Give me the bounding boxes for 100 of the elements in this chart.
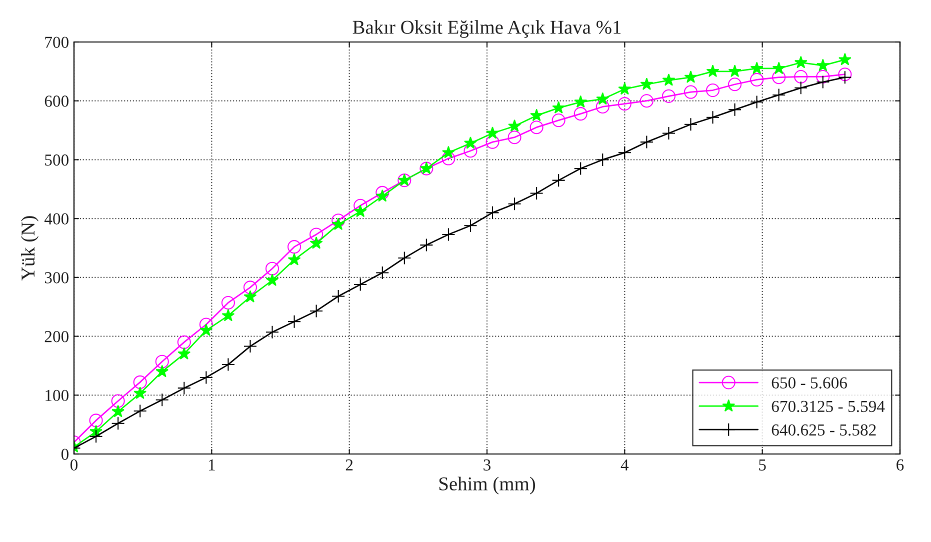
point xyxy=(112,404,125,418)
x-tick-label: 4 xyxy=(620,459,629,470)
point xyxy=(111,416,125,430)
point xyxy=(178,347,191,360)
y-tick-label: 700 xyxy=(45,36,69,48)
point xyxy=(310,228,324,242)
point xyxy=(662,89,676,103)
y-tick-label: 400 xyxy=(44,213,69,225)
point xyxy=(816,75,830,89)
point xyxy=(596,152,610,166)
point xyxy=(596,100,610,114)
point xyxy=(221,296,235,310)
point xyxy=(552,101,566,114)
point xyxy=(376,266,390,280)
y-axis-title: Yük (N) xyxy=(20,216,39,280)
y-tick-label: 600 xyxy=(44,96,69,107)
point xyxy=(244,290,257,302)
point xyxy=(89,430,103,444)
y-tick-label: 200 xyxy=(44,330,69,342)
point xyxy=(530,186,544,200)
point xyxy=(508,119,521,132)
point xyxy=(684,70,698,83)
point xyxy=(464,136,477,149)
point xyxy=(310,304,324,318)
point xyxy=(464,144,478,158)
y-tick-label: 500 xyxy=(45,154,69,166)
point xyxy=(156,364,169,378)
point xyxy=(750,62,764,74)
point xyxy=(177,335,191,349)
point xyxy=(464,218,478,232)
point xyxy=(111,394,125,408)
y-tick-label: 0 xyxy=(61,448,69,460)
point xyxy=(508,130,522,144)
point xyxy=(816,58,830,72)
point xyxy=(442,228,456,242)
point xyxy=(596,92,610,105)
point xyxy=(221,358,235,372)
point xyxy=(706,83,720,98)
point xyxy=(728,64,742,78)
point xyxy=(530,108,544,122)
point xyxy=(177,381,191,395)
point xyxy=(838,70,852,84)
point xyxy=(354,278,368,292)
point xyxy=(728,102,742,116)
point xyxy=(574,107,588,121)
point xyxy=(662,126,676,140)
point xyxy=(640,78,654,90)
y-tick-label: 100 xyxy=(46,390,69,402)
point xyxy=(442,152,456,166)
x-tick-label: 2 xyxy=(346,459,353,470)
point xyxy=(332,214,346,228)
point xyxy=(243,340,257,354)
point xyxy=(618,146,632,160)
point xyxy=(265,262,280,276)
legend-label: 650 - 5.606 xyxy=(772,377,848,389)
point xyxy=(442,146,455,158)
point xyxy=(816,70,830,84)
point xyxy=(288,253,301,266)
point xyxy=(486,206,500,220)
point xyxy=(574,95,588,108)
point xyxy=(508,197,522,211)
point xyxy=(398,251,412,265)
point xyxy=(420,238,434,252)
point xyxy=(750,72,764,86)
point xyxy=(265,325,280,339)
point xyxy=(133,375,147,389)
x-tick-label: 3 xyxy=(484,459,491,471)
x-tick-label: 1 xyxy=(208,459,215,470)
point xyxy=(155,354,169,368)
point xyxy=(706,64,720,78)
point xyxy=(794,81,808,95)
point xyxy=(772,88,786,102)
point xyxy=(155,393,169,407)
x-tick-label: 6 xyxy=(896,459,904,471)
point xyxy=(794,56,808,68)
chart-title: Bakır Oksit Eğilme Açık Hava %1 xyxy=(352,20,621,38)
legend-label: 640.625 - 5.582 xyxy=(772,424,876,436)
point xyxy=(354,204,367,218)
legend-label: 670.3125 - 5.594 xyxy=(772,400,885,412)
point xyxy=(310,236,323,249)
point xyxy=(794,70,808,84)
point xyxy=(618,97,632,111)
point xyxy=(838,68,852,82)
point xyxy=(640,135,654,149)
point xyxy=(287,240,302,254)
point xyxy=(287,314,302,328)
point xyxy=(728,78,742,92)
point xyxy=(662,73,676,86)
point xyxy=(266,274,279,286)
point xyxy=(134,386,147,399)
point xyxy=(89,414,103,428)
x-axis-title: Sehim (mm) xyxy=(439,476,536,494)
point xyxy=(199,370,213,384)
point xyxy=(332,289,346,304)
x-tick-label: 5 xyxy=(759,460,766,471)
point xyxy=(530,120,544,134)
point xyxy=(750,95,764,109)
point xyxy=(243,280,257,294)
point xyxy=(684,118,698,132)
point xyxy=(376,186,390,200)
